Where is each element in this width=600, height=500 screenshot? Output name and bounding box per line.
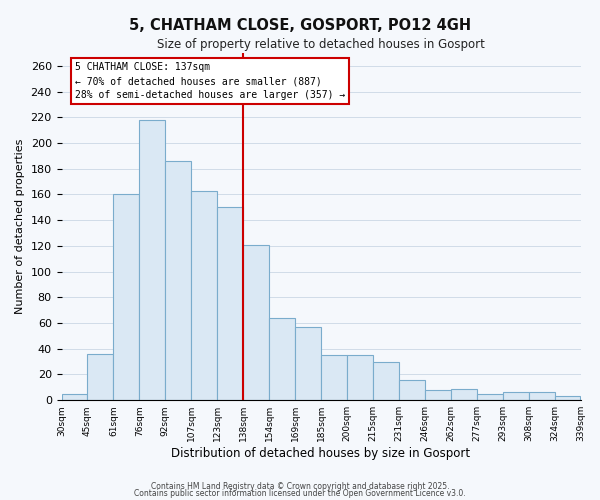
Text: 5 CHATHAM CLOSE: 137sqm
← 70% of detached houses are smaller (887)
28% of semi-d: 5 CHATHAM CLOSE: 137sqm ← 70% of detache…: [74, 62, 345, 100]
Bar: [88, 354, 113, 400]
Text: Contains HM Land Registry data © Crown copyright and database right 2025.: Contains HM Land Registry data © Crown c…: [151, 482, 449, 491]
Bar: [554, 396, 580, 400]
Bar: [373, 362, 399, 400]
Title: Size of property relative to detached houses in Gosport: Size of property relative to detached ho…: [157, 38, 485, 51]
Y-axis label: Number of detached properties: Number of detached properties: [15, 139, 25, 314]
Bar: [503, 392, 529, 400]
Bar: [425, 390, 451, 400]
Bar: [243, 244, 269, 400]
X-axis label: Distribution of detached houses by size in Gosport: Distribution of detached houses by size …: [172, 447, 470, 460]
Bar: [347, 355, 373, 400]
Text: 5, CHATHAM CLOSE, GOSPORT, PO12 4GH: 5, CHATHAM CLOSE, GOSPORT, PO12 4GH: [129, 18, 471, 32]
Text: Contains public sector information licensed under the Open Government Licence v3: Contains public sector information licen…: [134, 489, 466, 498]
Bar: [62, 394, 88, 400]
Bar: [451, 388, 477, 400]
Bar: [166, 161, 191, 400]
Bar: [139, 120, 166, 400]
Bar: [217, 208, 243, 400]
Bar: [113, 194, 139, 400]
Bar: [321, 355, 347, 400]
Bar: [269, 318, 295, 400]
Bar: [399, 380, 425, 400]
Bar: [295, 327, 321, 400]
Bar: [191, 190, 217, 400]
Bar: [529, 392, 554, 400]
Bar: [477, 394, 503, 400]
